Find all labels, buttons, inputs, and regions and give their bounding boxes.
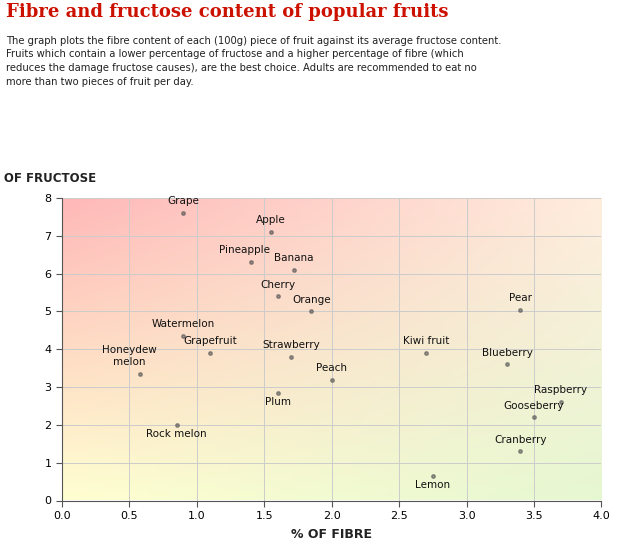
Text: Rock melon: Rock melon — [146, 429, 207, 439]
Text: Blueberry: Blueberry — [482, 348, 533, 358]
Text: Banana: Banana — [274, 253, 314, 263]
Text: Strawberry: Strawberry — [262, 340, 320, 350]
Text: Pineapple: Pineapple — [218, 245, 270, 255]
Text: Kiwi fruit: Kiwi fruit — [403, 336, 450, 346]
Text: Cherry: Cherry — [260, 279, 295, 289]
Text: Peach: Peach — [316, 362, 347, 373]
Text: Raspberry: Raspberry — [534, 386, 588, 395]
Text: Orange: Orange — [292, 295, 331, 305]
Text: Fibre and fructose content of popular fruits: Fibre and fructose content of popular fr… — [6, 3, 449, 21]
Text: Grape: Grape — [167, 196, 199, 206]
Text: The graph plots the fibre content of each (100g) piece of fruit against its aver: The graph plots the fibre content of eac… — [6, 36, 502, 86]
Text: Watermelon: Watermelon — [152, 319, 215, 329]
X-axis label: % OF FIBRE: % OF FIBRE — [291, 528, 372, 541]
Text: Honeydew
melon: Honeydew melon — [102, 345, 157, 367]
Text: Grapefruit: Grapefruit — [184, 336, 237, 346]
Text: Plum: Plum — [265, 397, 291, 407]
Text: % OF FRUCTOSE: % OF FRUCTOSE — [0, 172, 96, 185]
Text: Apple: Apple — [256, 215, 286, 226]
Text: Lemon: Lemon — [415, 480, 450, 490]
Text: Cranberry: Cranberry — [494, 434, 547, 444]
Text: Gooseberry: Gooseberry — [503, 400, 564, 410]
Text: Pear: Pear — [509, 293, 532, 303]
